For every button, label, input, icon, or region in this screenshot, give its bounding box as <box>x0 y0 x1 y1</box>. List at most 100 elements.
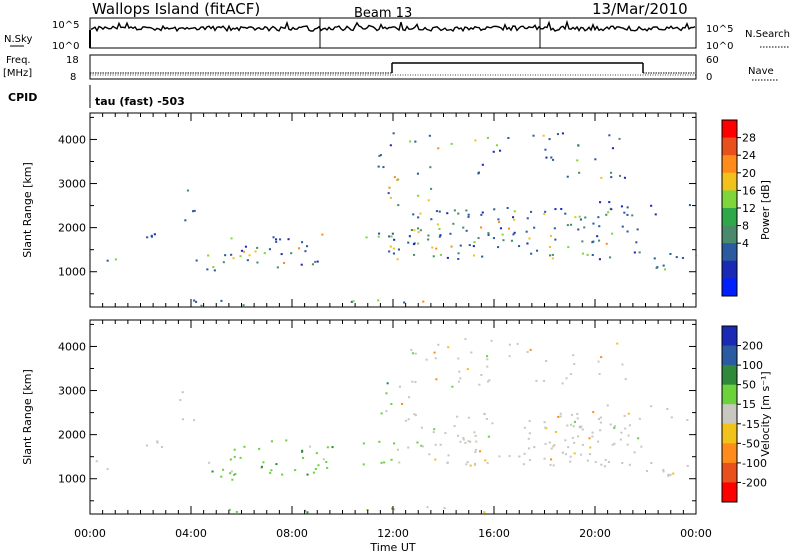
echo-cell <box>586 253 589 256</box>
echo-cell <box>623 414 626 417</box>
echo-cell <box>419 212 422 215</box>
echo-cell <box>570 223 573 226</box>
echo-cell <box>459 377 462 380</box>
nave-tick-bottom: 0 <box>706 72 712 83</box>
echo-cell <box>621 363 624 366</box>
echo-cell <box>543 457 546 460</box>
echo-cell <box>498 455 501 458</box>
echo-cell <box>583 226 586 229</box>
echo-cell <box>181 418 184 421</box>
echo-cell <box>213 269 216 272</box>
echo-cell <box>268 248 271 251</box>
echo-cell <box>655 267 658 269</box>
echo-cell <box>312 471 315 474</box>
echo-cell <box>378 440 381 443</box>
echo-cell <box>377 299 380 302</box>
echo-cell <box>427 234 430 237</box>
colorbar-swatch <box>722 155 737 174</box>
echo-cell <box>431 246 434 249</box>
echo-cell <box>551 253 554 256</box>
echo-cell <box>486 358 489 361</box>
colorbar-tick-label: -15 <box>742 418 760 431</box>
echo-cell <box>388 235 391 238</box>
frequency-panel: Freq. [MHz] 18 8 60 0 Nave <box>3 54 778 83</box>
echo-cell <box>408 235 411 237</box>
colorbar-swatch <box>722 482 737 503</box>
colorbar-swatch <box>722 120 737 139</box>
echo-cell <box>283 262 286 264</box>
echo-cell <box>429 166 432 169</box>
echo-cell <box>416 172 419 175</box>
echo-cell <box>447 454 450 457</box>
echo-cell <box>573 452 576 455</box>
echo-cell <box>573 441 576 444</box>
echo-cell <box>465 229 468 232</box>
echo-cell <box>150 234 153 237</box>
echo-cell <box>607 211 610 214</box>
echo-cell <box>507 137 510 139</box>
echo-cell <box>228 508 231 511</box>
echo-cell <box>572 354 575 357</box>
echo-cell <box>613 427 616 429</box>
echo-cell <box>192 210 195 213</box>
freq-tick-bottom: 8 <box>70 72 76 83</box>
velocity-x-ticks: 00:00 04:00 08:00 12:00 16:00 20:00 00:00 <box>74 320 712 540</box>
echo-cell <box>662 264 665 267</box>
echo-cell <box>428 453 431 456</box>
colorbar-swatch <box>722 326 737 347</box>
echo-cell <box>569 373 572 375</box>
echo-cell <box>435 247 438 250</box>
echo-cell <box>591 431 594 434</box>
echo-cell <box>262 461 265 464</box>
echo-cell <box>633 251 636 254</box>
echo-cell <box>486 355 489 358</box>
echo-cell <box>256 261 259 264</box>
echo-cell <box>414 352 417 355</box>
echo-cell <box>523 426 526 429</box>
echo-cell <box>378 155 381 157</box>
echo-cell <box>578 215 581 218</box>
echo-cell <box>543 421 546 424</box>
echo-cell <box>549 463 552 466</box>
echo-cell <box>459 244 462 247</box>
echo-cell <box>637 437 640 440</box>
echo-cell <box>527 437 530 440</box>
echo-cell <box>597 418 600 420</box>
echo-cell <box>474 451 477 454</box>
echo-cell <box>626 206 629 209</box>
echo-cell <box>438 228 441 230</box>
echo-cell <box>577 228 580 231</box>
echo-cell <box>579 218 582 221</box>
x-tick-label: 00:00 <box>680 527 712 540</box>
echo-cell <box>230 253 233 256</box>
echo-cell <box>553 227 556 230</box>
colorbar-tick-label: 200 <box>742 340 763 353</box>
echo-cell <box>200 304 203 307</box>
echo-cell <box>480 226 483 229</box>
echo-cell <box>559 412 562 415</box>
echo-cell <box>567 246 570 249</box>
echo-cell <box>106 259 109 262</box>
colorbar-swatch <box>722 423 737 444</box>
colorbar-tick-label: -200 <box>742 476 767 489</box>
echo-cell <box>529 348 532 351</box>
echo-cell <box>419 229 422 232</box>
echo-cell <box>378 232 381 235</box>
echo-cell <box>499 227 502 230</box>
colorbar-tick-label: 4 <box>742 237 749 250</box>
echo-cell <box>304 250 307 253</box>
echo-cell <box>544 148 547 151</box>
nsky-tick-bottom: 10^0 <box>52 41 79 52</box>
echo-cell <box>301 241 304 244</box>
echo-cell <box>437 343 440 346</box>
echo-cell <box>499 149 502 152</box>
echo-cell <box>523 452 526 455</box>
echo-cell <box>516 342 519 345</box>
echo-cell <box>508 455 511 458</box>
echo-cell <box>412 243 415 246</box>
echo-cell <box>290 252 293 255</box>
echo-cell <box>417 227 420 230</box>
echo-cell <box>450 245 453 248</box>
echo-cell <box>486 136 489 139</box>
echo-cell <box>390 235 393 238</box>
